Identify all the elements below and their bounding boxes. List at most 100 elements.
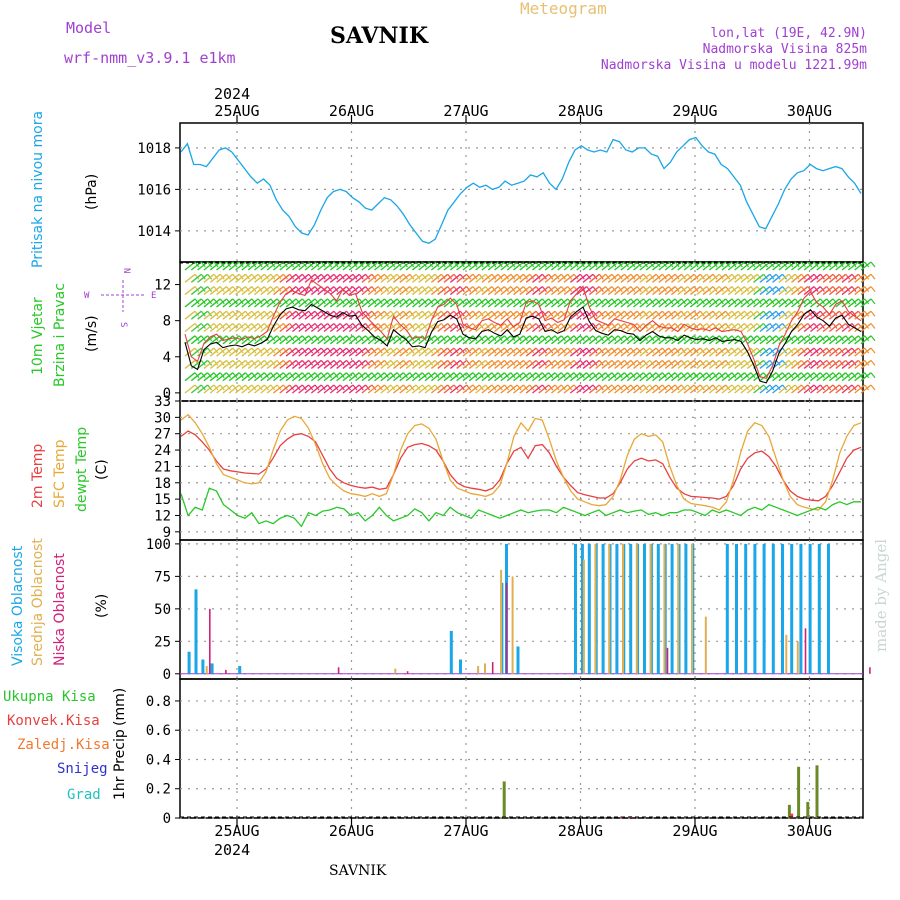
wind-barb [494,273,506,283]
wind-barb [304,359,316,369]
wind-barb-flag [548,323,554,329]
wind-barb-flag [270,360,276,366]
year-label-top: 2024 [214,85,250,103]
wind-barb [481,261,493,271]
wind-barb [273,347,284,357]
wind-barb [222,261,234,271]
y-tick-label: 9 [163,525,171,541]
wind-barb-flag [289,372,295,379]
wind-barb-flag [466,372,472,379]
wind-barb [355,372,367,382]
wind-barb-flag [232,347,238,354]
wind-barb-flag [813,286,819,292]
wind-barb-flag [403,347,408,354]
wind-barb-flag [219,298,225,305]
wind-barb [652,310,663,320]
wind-barb [367,286,379,296]
wind-barb-flag [232,286,238,292]
wind-barb-flag [775,273,781,280]
wind-barb [696,286,708,296]
wind-barb-flag [523,286,528,292]
wind-barb-flag [579,261,585,268]
wind-barb [506,261,518,271]
wind-barb-flag [826,286,832,292]
wind-barb-flag [725,323,731,329]
wind-barb-flag [718,384,724,391]
wind-barb [260,384,272,394]
wind-barb-flag [744,310,750,317]
wind-barb [702,384,714,394]
high-cloud-bar [629,543,633,674]
wind-barb-flag [314,347,320,354]
temp-unit: (C) [94,459,110,480]
wind-barb-flag [226,310,232,317]
wind-barb [734,298,746,308]
wind-barb [355,322,367,333]
wind-barb-flag [213,261,219,268]
wind-barb-flag [194,298,200,305]
wind-barb-flag [384,323,390,329]
wind-barb-flag [409,298,415,305]
wind-barb [468,347,480,357]
wind-barb-flag [579,310,585,317]
wind-barb-flag [320,347,326,354]
wind-barb-flag [864,310,870,317]
wind-barb [380,372,392,382]
wind-barb [633,310,644,320]
year-label-bottom: 2024 [214,841,250,859]
wind-barb-flag [200,273,206,280]
wind-barb-flag [819,310,825,317]
wind-barb-flag [276,273,282,280]
wind-barb [639,310,651,320]
wind-barb [184,298,196,308]
wind-barb [506,298,518,308]
wind-barb [393,273,404,283]
wind-barb [778,359,790,369]
wind-barb-flag [794,323,800,329]
wind-barb [228,273,240,283]
wind-barb [860,261,872,271]
wind-barb-flag [763,310,769,317]
wind-barb [557,286,569,296]
wind-barb-flag [592,323,598,329]
wind-barb [468,310,480,320]
wind-barb-flag [384,372,390,379]
wind-barb-flag [245,310,251,317]
wind-barb-flag [472,372,478,379]
wind-barb-flag [251,360,257,366]
wind-barb-flag [396,360,402,366]
wind-barb [475,347,487,357]
wind-barb-flag [573,360,579,366]
wind-barb-flag [630,335,636,342]
wind-barb [652,298,663,308]
wind-barb [525,322,537,333]
wind-barb-flag [624,372,630,379]
high-cloud-bar [601,543,605,674]
wind-barb [494,322,506,333]
wind-barb-flag [687,347,693,354]
wind-barb [304,322,316,333]
wind-barb [595,286,607,296]
wind-barb [418,359,430,369]
wind-barb-flag [485,298,491,305]
wind-barb [664,286,676,296]
wind-barb [298,310,310,320]
wind-barb-flag [655,273,661,280]
wind-barb-flag [339,347,345,354]
wind-barb [734,286,746,296]
wind-barb-flag [630,298,636,305]
mid-cloud-bar [477,666,480,674]
wind-barb [304,298,316,308]
wind-barb [532,298,543,308]
wind-barb [310,359,322,369]
wind-barb-flag [560,372,566,379]
wind-barb-flag [295,360,301,366]
wind-barb [702,273,714,283]
wind-barb [569,384,581,394]
wind-barb-flag [592,310,598,317]
wind-barb-flag [264,310,269,317]
wind-barb-flag [384,273,390,280]
wind-barb [740,273,752,283]
page-title: SAVNIK [330,23,429,49]
temp-ylabel-sfc: SFC Temp [52,439,68,508]
